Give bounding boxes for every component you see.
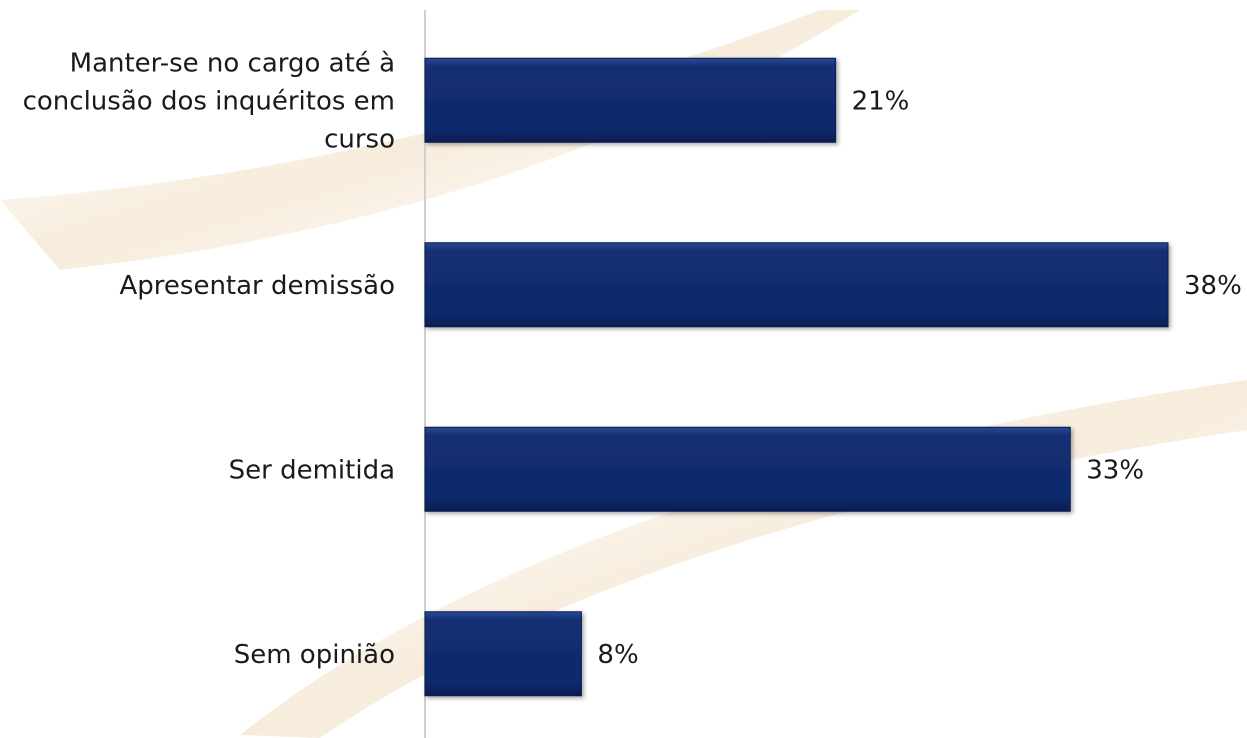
bars-layer [424, 57, 1169, 697]
bar-0 [424, 57, 837, 143]
value-label-2: 33% [1086, 455, 1144, 485]
bar-3 [424, 611, 582, 697]
category-label-2-line-0: Ser demitida [229, 455, 395, 485]
bar-1 [424, 242, 1169, 328]
category-label-0-line-1: conclusão dos inquéritos em [23, 86, 395, 116]
value-label-1: 38% [1184, 271, 1242, 301]
category-label-3-line-0: Sem opinião [234, 640, 395, 670]
value-label-0: 21% [852, 86, 910, 116]
category-label-0-line-2: curso [324, 124, 395, 154]
category-label-0-line-0: Manter-se no cargo até à [70, 48, 395, 78]
value-labels-layer: 21% 38% 33% 8% [597, 86, 1241, 670]
bar-2 [424, 426, 1071, 512]
category-labels-layer: Manter-se no cargo até à conclusão dos in… [23, 48, 395, 670]
value-label-3: 8% [597, 640, 638, 670]
category-label-1-line-0: Apresentar demissão [120, 271, 396, 301]
